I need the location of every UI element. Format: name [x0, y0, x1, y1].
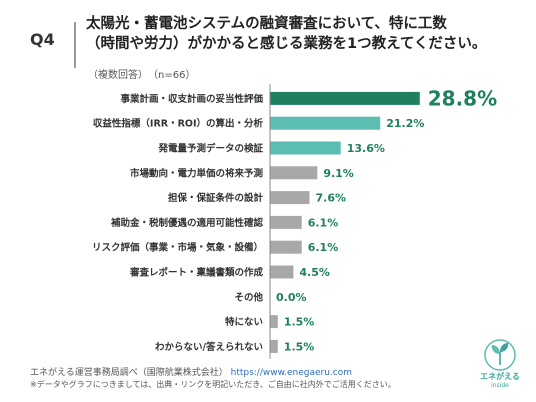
- value-label: 21.2%: [386, 117, 424, 130]
- bar: [270, 240, 302, 254]
- chart-title: 太陽光・蓄電池システムの融資審査において、特に工数 （時間や労力）がかかると感じ…: [86, 14, 526, 54]
- leaf-icon: [484, 339, 516, 371]
- category-label: 担保・保証条件の設計: [168, 192, 264, 204]
- enegaeru-logo: エネがえる inside: [478, 338, 522, 394]
- logo-subtext: inside: [491, 382, 509, 389]
- bar: [270, 315, 278, 329]
- category-label: 収益性指標（IRR・ROI）の算出・分析: [93, 118, 264, 130]
- bar: [270, 215, 302, 229]
- value-labels: 28.8% 21.2%13.6% 9.1% 7.6% 6.1% 6.1% 4.5% 0.0% 1…: [276, 86, 497, 353]
- value-label: 6.1%: [308, 216, 339, 229]
- category-label: 補助金・税制優遇の適用可能性確認: [110, 217, 264, 229]
- category-label: 発電量予測データの検証: [157, 143, 263, 155]
- category-label: リスク評価（事業・市場・気象・設備）: [92, 242, 263, 254]
- value-label: 9.1%: [323, 167, 354, 180]
- bars: [270, 91, 420, 353]
- title-line-2: （時間や労力）がかかると感じる業務を1つ教えてください。: [86, 36, 487, 52]
- bar-chart: 事業計画・収支計画の妥当性評価収益性指標（IRR・ROI）の算出・分析発電量予測…: [92, 84, 497, 359]
- category-label: 事業計画・収支計画の妥当性評価: [120, 93, 263, 105]
- category-labels: 事業計画・収支計画の妥当性評価収益性指標（IRR・ROI）の算出・分析発電量予測…: [92, 93, 264, 353]
- usage-note: ※データやグラフにつきましては、出典・リンクを明記いただき、ご自由に社内外でご活…: [30, 380, 396, 389]
- source-text: エネがえる運営事務局調べ（国際航業株式会社）: [30, 368, 228, 378]
- title-line-1: 太陽光・蓄電池システムの融資審査において、特に工数: [86, 16, 447, 32]
- value-label: 13.6%: [347, 142, 385, 155]
- bar: [270, 91, 420, 105]
- logo-text: エネがえる: [480, 372, 520, 381]
- source-note: エネがえる運営事務局調べ（国際航業株式会社） https://www.enega…: [30, 365, 352, 378]
- bar: [270, 166, 318, 180]
- category-label: 市場動向・電力単価の将来予測: [130, 167, 263, 179]
- value-label: 6.1%: [308, 241, 339, 254]
- value-label: 7.6%: [316, 192, 347, 205]
- question-number: Q4: [30, 30, 55, 49]
- header-divider: [74, 22, 76, 68]
- bar: [270, 141, 341, 155]
- category-label: わからない/答えられない: [155, 341, 263, 353]
- category-label: 審査レポート・稟議書類の作成: [129, 267, 264, 279]
- chart-subtitle: （複数回答） （n=66）: [88, 70, 196, 81]
- bar: [270, 116, 381, 130]
- source-link[interactable]: https://www.enegaeru.com: [230, 368, 353, 378]
- value-label: 1.5%: [284, 340, 315, 353]
- bar: [270, 191, 310, 205]
- category-label: その他: [234, 291, 263, 303]
- value-label: 0.0%: [276, 291, 307, 304]
- value-label: 1.5%: [284, 316, 315, 329]
- bar: [270, 265, 294, 279]
- bar: [270, 339, 278, 353]
- value-label: 28.8%: [428, 86, 497, 110]
- category-label: 特にない: [225, 316, 263, 328]
- value-label: 4.5%: [299, 266, 330, 279]
